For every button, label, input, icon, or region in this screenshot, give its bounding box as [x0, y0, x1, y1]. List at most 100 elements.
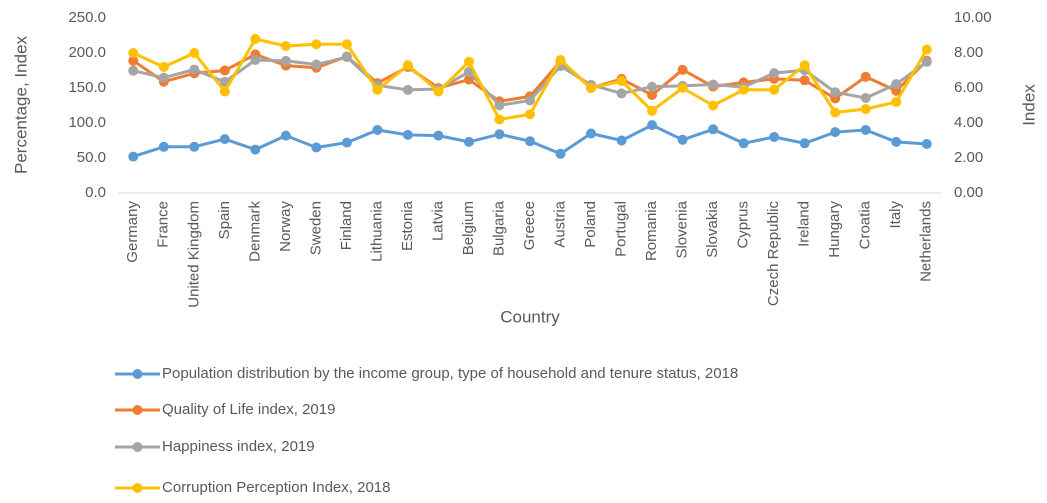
y-tick-label: 250.0	[68, 9, 106, 26]
data-point	[219, 134, 230, 145]
data-point	[891, 136, 902, 147]
data-point	[799, 138, 810, 149]
data-point	[830, 127, 841, 138]
data-point	[769, 84, 780, 95]
data-point	[189, 48, 200, 58]
data-point	[402, 129, 413, 140]
data-point	[860, 125, 871, 135]
data-point	[219, 86, 230, 97]
y2-tick-label: 0.00	[954, 184, 983, 201]
data-point	[280, 55, 291, 66]
x-tick-label: Spain	[216, 201, 233, 239]
data-point	[250, 144, 261, 155]
data-point	[921, 56, 932, 67]
data-point	[402, 84, 413, 95]
y-tick-label: 50.0	[77, 149, 106, 166]
data-point	[647, 120, 658, 131]
data-point	[433, 86, 444, 97]
data-point	[616, 76, 627, 86]
data-point	[708, 100, 719, 111]
legend-label: Happiness index, 2019	[162, 438, 315, 455]
data-point	[616, 135, 627, 146]
x-tick-label: Bulgaria	[490, 200, 507, 256]
data-point	[860, 104, 871, 114]
data-point	[433, 130, 444, 141]
x-tick-label: United Kingdom	[185, 201, 202, 308]
x-tick-label: Finland	[338, 201, 355, 250]
y-tick-label: 100.0	[68, 114, 106, 131]
data-point	[677, 83, 688, 93]
data-point	[463, 56, 474, 67]
x-tick-label: Croatia	[857, 200, 874, 249]
data-point	[525, 109, 535, 120]
y-tick-label: 150.0	[68, 79, 106, 96]
data-point	[494, 114, 505, 125]
data-point	[372, 84, 383, 95]
y-tick-label: 0.0	[85, 184, 106, 201]
y2-tick-label: 6.00	[954, 79, 983, 96]
data-point	[708, 124, 719, 135]
y-axis-title: Percentage, Index	[11, 36, 30, 174]
x-tick-label: Latvia	[429, 200, 446, 241]
x-tick-label: Czech Republic	[765, 201, 782, 307]
data-point	[769, 132, 780, 142]
x-tick-label: Belgium	[460, 201, 477, 255]
legend-marker	[132, 405, 143, 415]
data-point	[891, 79, 902, 90]
data-point	[799, 60, 810, 71]
y2-axis-title: Index	[1019, 84, 1038, 126]
x-tick-label: Poland	[582, 201, 599, 248]
data-point	[463, 136, 474, 147]
data-point	[158, 62, 169, 72]
data-point	[463, 74, 474, 85]
data-point	[494, 100, 505, 111]
data-point	[189, 64, 200, 75]
data-point	[494, 129, 505, 140]
data-point	[311, 39, 322, 50]
data-point	[311, 59, 322, 70]
data-point	[586, 128, 597, 139]
data-point	[128, 65, 139, 76]
data-point	[219, 65, 230, 76]
x-tick-label: Germany	[124, 201, 141, 263]
x-tick-label: Estonia	[399, 200, 416, 251]
x-tick-label: Slovakia	[704, 200, 721, 257]
data-point	[860, 71, 871, 82]
x-tick-label: Romania	[643, 200, 660, 261]
data-point	[341, 137, 352, 148]
x-tick-label: Hungary	[826, 201, 843, 258]
legend-label: Population distribution by the income gr…	[162, 365, 738, 382]
x-tick-label: Slovenia	[674, 200, 691, 258]
legend-marker	[132, 442, 143, 452]
data-point	[647, 90, 658, 100]
data-point	[341, 52, 352, 63]
y2-tick-label: 2.00	[954, 149, 983, 166]
data-point	[128, 48, 139, 58]
data-point	[830, 107, 841, 118]
y2-tick-label: 10.00	[954, 9, 992, 26]
data-point	[341, 39, 352, 50]
legend-label: Corruption Perception Index, 2018	[162, 479, 390, 496]
data-point	[860, 92, 871, 103]
data-point	[738, 138, 749, 149]
data-point	[280, 41, 291, 51]
data-point	[555, 55, 566, 65]
data-point	[525, 95, 535, 106]
x-tick-label: Italy	[887, 201, 904, 229]
data-point	[189, 141, 200, 152]
data-point	[311, 142, 322, 153]
x-tick-label: Portugal	[613, 201, 630, 257]
x-axis-title: Country	[500, 307, 560, 326]
x-tick-label: Cyprus	[735, 201, 752, 249]
data-point	[921, 44, 932, 55]
data-point	[616, 88, 627, 99]
data-point	[769, 68, 780, 79]
data-point	[555, 148, 566, 159]
x-tick-label: Lithuania	[368, 200, 385, 262]
data-point	[158, 72, 169, 83]
data-point	[677, 134, 688, 145]
data-point	[708, 79, 719, 90]
data-point	[799, 75, 810, 86]
